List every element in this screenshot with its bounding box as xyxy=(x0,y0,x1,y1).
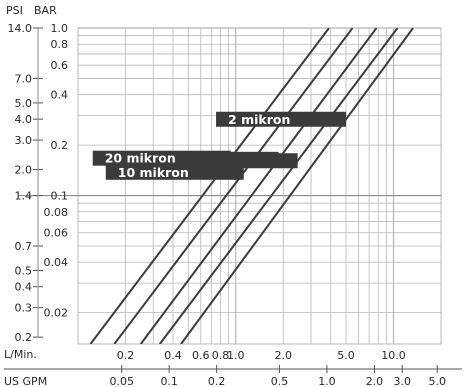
lmin-tick-label: 0.8 xyxy=(212,349,230,362)
psi-axis-title: PSI xyxy=(6,4,23,17)
bar-tick-label: 0.08 xyxy=(44,206,69,219)
series-line xyxy=(139,28,378,344)
axes: PSI BAR L/Min. US GPM 1.00.80.60.40.20.1… xyxy=(4,4,462,387)
gpm-tick-label: 1.0 xyxy=(318,375,336,387)
series-line xyxy=(158,28,399,344)
bar-tick-label: 0.1 xyxy=(51,190,69,203)
psi-tick-label: 0.2 xyxy=(15,331,33,344)
bar-tick-label: 0.4 xyxy=(51,89,69,102)
lmin-tick-label: 2.0 xyxy=(274,349,292,362)
gpm-tick-label: 0.05 xyxy=(109,375,134,387)
lmin-tick-label: 0.2 xyxy=(117,349,135,362)
series-label-text: 2 mikron xyxy=(228,112,290,127)
series-label-tag: 2 mikron xyxy=(216,111,347,127)
series-label-tag: 20 mikron xyxy=(92,150,231,166)
lmin-axis-title: L/Min. xyxy=(4,348,37,361)
series-label-tag: 10 mikron xyxy=(105,164,244,180)
lmin-tick-label: 0.4 xyxy=(164,349,182,362)
bar-tick-label: 1.0 xyxy=(51,22,69,35)
series-line xyxy=(113,28,354,344)
psi-tick-label: 5.0 xyxy=(15,97,33,110)
gpm-tick-label: 5.0 xyxy=(428,375,446,387)
lmin-tick-label: 10.0 xyxy=(381,349,406,362)
psi-tick-label: 0.3 xyxy=(15,302,33,315)
gpm-axis-title: US GPM xyxy=(4,375,47,387)
series-label-text: 20 mikron xyxy=(105,151,176,166)
gpm-tick-label: 0.2 xyxy=(208,375,226,387)
psi-tick-label: 14.0 xyxy=(8,22,33,35)
series-label-bg xyxy=(105,164,244,180)
bar-axis-title: BAR xyxy=(34,4,57,17)
psi-tick-label: 3.0 xyxy=(15,134,33,147)
psi-tick-label: 0.5 xyxy=(15,264,33,277)
psi-tick-label: 0.7 xyxy=(15,240,33,253)
psi-tick-label: 0.4 xyxy=(15,281,33,294)
gpm-tick-label: 0.5 xyxy=(271,375,289,387)
series-lines xyxy=(89,28,414,344)
bar-tick-label: 0.8 xyxy=(51,38,69,51)
gpm-tick-label: 0.1 xyxy=(160,375,178,387)
gpm-tick-label: 2.0 xyxy=(366,375,384,387)
psi-tick-label: 2.0 xyxy=(15,164,33,177)
series-label-bg xyxy=(92,150,231,166)
psi-tick-label: 1.4 xyxy=(15,190,33,203)
series-label-text: 10 mikron xyxy=(118,165,189,180)
series-line xyxy=(89,28,330,344)
bar-tick-label: 0.06 xyxy=(44,227,69,240)
psi-tick-label: 4.0 xyxy=(15,113,33,126)
lmin-tick-label: 0.6 xyxy=(192,349,210,362)
lmin-tick-label: 5.0 xyxy=(337,349,355,362)
psi-tick-label: 7.0 xyxy=(15,72,33,85)
bar-tick-label: 0.04 xyxy=(44,256,69,269)
gpm-tick-label: 3.0 xyxy=(393,375,411,387)
bar-tick-label: 0.2 xyxy=(51,139,69,152)
lmin-tick-label: 1.0 xyxy=(227,349,245,362)
bar-tick-label: 0.02 xyxy=(44,307,69,320)
bar-tick-label: 0.6 xyxy=(51,59,69,72)
grid xyxy=(18,27,442,345)
series-line xyxy=(180,28,414,344)
series-label-bg xyxy=(216,111,347,127)
